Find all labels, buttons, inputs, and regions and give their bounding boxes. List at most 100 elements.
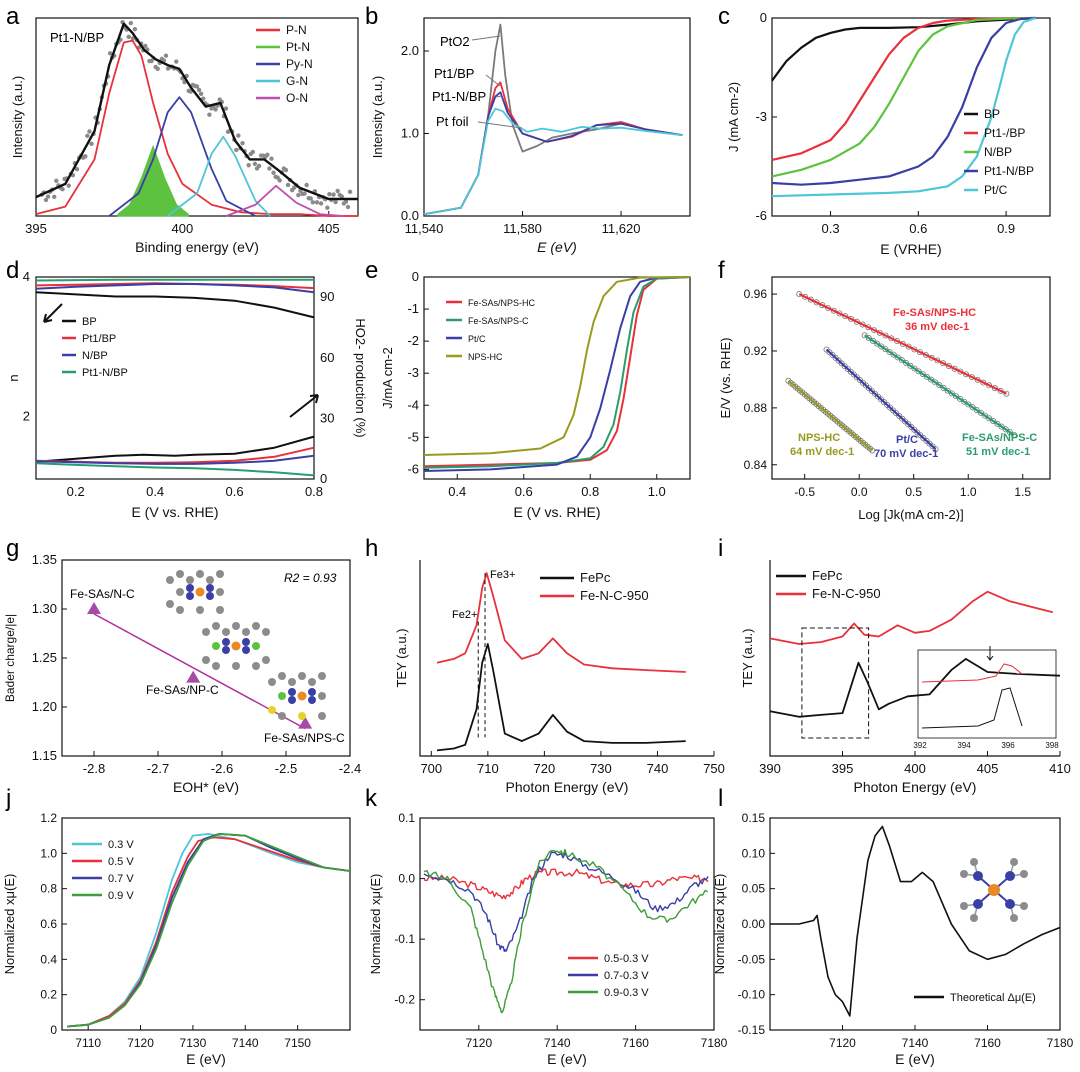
l-ytick-label: 0.10 bbox=[742, 846, 766, 860]
a-raw-point bbox=[128, 20, 134, 26]
panel-tag-j: j bbox=[5, 785, 11, 812]
d-arrow-left-axis bbox=[43, 303, 63, 323]
i-xtick-label: 410 bbox=[1049, 761, 1071, 776]
k-xtick-label: 7120 bbox=[465, 1036, 492, 1050]
g-ytick-label: 1.15 bbox=[32, 748, 57, 763]
d-y2tick-label: 90 bbox=[320, 289, 334, 304]
f-data-point bbox=[1002, 426, 1009, 433]
f-data-point bbox=[888, 335, 895, 342]
panel-tag-f: f bbox=[718, 257, 725, 284]
a-raw-point bbox=[143, 43, 148, 49]
panel-tag-b: b bbox=[365, 3, 378, 30]
h-series-fe-n-c-950 bbox=[436, 572, 686, 673]
f-data-point bbox=[894, 338, 901, 345]
a-series-g-n bbox=[167, 135, 271, 217]
g-structure-np-c bbox=[202, 622, 270, 670]
k-legend-label: 0.5-0.3 V bbox=[604, 953, 649, 965]
a-raw-point bbox=[87, 129, 92, 134]
c-legend-label: Pt/C bbox=[984, 183, 1008, 197]
a-raw-point bbox=[126, 34, 131, 40]
f-data-point bbox=[919, 371, 926, 377]
b-xtick-label: 11,620 bbox=[602, 221, 641, 236]
d-y2tick-label: 30 bbox=[320, 410, 334, 425]
f-xtick-label: 0.5 bbox=[905, 485, 922, 499]
a-raw-point bbox=[155, 66, 160, 72]
f-data-point bbox=[1006, 429, 1013, 436]
k-xtick-label: 7160 bbox=[622, 1036, 649, 1050]
f-data-point bbox=[848, 316, 854, 322]
l-ytick-label: 0.00 bbox=[742, 917, 766, 931]
a-raw-point bbox=[269, 156, 274, 161]
d-ho2-series-bp bbox=[35, 435, 315, 463]
j-xtick-label: 7120 bbox=[127, 1036, 154, 1050]
c-legend-label: Pt1-/BP bbox=[984, 126, 1025, 140]
d-n-series-n-bp bbox=[35, 283, 315, 294]
k-ytick-label: -0.2 bbox=[394, 993, 415, 1007]
g-xtick-label: -2.5 bbox=[275, 761, 297, 776]
i-inset-black-curve bbox=[921, 687, 1023, 729]
j-xtick-label: 7110 bbox=[75, 1036, 101, 1050]
e-series-nps-hc bbox=[423, 276, 691, 456]
a-raw-point bbox=[310, 200, 316, 205]
g-xtick-label: -2.7 bbox=[147, 761, 169, 776]
c-series-pt1-n-bp bbox=[771, 16, 1036, 186]
j-legend-label: 0.3 V bbox=[108, 839, 134, 851]
i-xtick-label: 395 bbox=[832, 761, 854, 776]
b-series-pt-foil bbox=[423, 107, 683, 216]
a-raw-point bbox=[234, 147, 239, 153]
d-ho2-series-pt1-n-bp bbox=[35, 462, 315, 477]
b-leader-pto2 bbox=[471, 35, 501, 41]
panel-tag-l: l bbox=[718, 785, 723, 812]
k-ytick-label: 0.1 bbox=[398, 811, 415, 825]
f-data-point bbox=[977, 409, 984, 416]
a-raw-point bbox=[283, 167, 289, 173]
c-series-pt1-bp bbox=[771, 16, 1036, 161]
a-raw-point bbox=[196, 87, 202, 93]
f-data-point bbox=[907, 362, 914, 369]
f-ytick-label: 0.96 bbox=[744, 287, 768, 301]
e-ylabel: J/mA cm-2 bbox=[380, 347, 395, 408]
j-ylabel: Normalized xμ(E) bbox=[2, 874, 17, 975]
a-raw-point bbox=[345, 204, 351, 210]
k-ytick-label: -0.1 bbox=[394, 932, 415, 946]
f-data-point bbox=[807, 296, 814, 303]
l-ylabel: Normalized xμ(E) bbox=[712, 874, 727, 975]
f-data-point bbox=[994, 420, 1001, 427]
d-arrow-right-axis bbox=[289, 394, 319, 418]
g-ytick-label: 1.20 bbox=[32, 699, 57, 714]
f-data-point bbox=[969, 404, 976, 411]
a-raw-point bbox=[194, 84, 200, 89]
i-series-fepc bbox=[769, 658, 1061, 718]
a-raw-point bbox=[335, 188, 340, 194]
a-raw-point bbox=[302, 191, 307, 196]
d-xtick-label: 0.2 bbox=[67, 484, 85, 499]
h-legend-label: Fe-N-C-950 bbox=[580, 588, 649, 603]
f-fit-pt-c bbox=[825, 348, 937, 450]
f-xtick-label: 1.0 bbox=[960, 485, 977, 499]
i-inset-xtick-label: 392 bbox=[913, 741, 927, 750]
i-series-fe-n-c-950 bbox=[769, 590, 1054, 645]
b-leader-pt1bp bbox=[485, 74, 501, 87]
g-data-point bbox=[298, 716, 313, 729]
f-data-point bbox=[878, 343, 885, 350]
k-series-0-7-0-3-v bbox=[423, 851, 709, 952]
h-xtick-label: 740 bbox=[647, 761, 669, 776]
g-ytick-label: 1.30 bbox=[32, 601, 57, 616]
j-ytick-label: 0.4 bbox=[40, 952, 57, 966]
b-frame bbox=[423, 17, 691, 217]
d-ylabel-right: HO2- production (%) bbox=[353, 318, 368, 437]
f-data-point bbox=[990, 418, 997, 425]
a-raw-point bbox=[54, 178, 59, 184]
d-legend-label: Pt1-N/BP bbox=[82, 367, 128, 379]
i-inset-arrow bbox=[986, 646, 994, 661]
a-raw-point bbox=[45, 194, 51, 199]
j-legend-label: 0.7 V bbox=[108, 873, 134, 885]
e-series-pt-c bbox=[423, 276, 691, 472]
g-data-point bbox=[87, 602, 101, 614]
f-data-point bbox=[874, 340, 881, 347]
i-inset-xtick-label: 394 bbox=[957, 741, 971, 750]
e-series-fe-sas-nps-c bbox=[423, 276, 691, 469]
l-series-theoretical bbox=[770, 825, 1061, 1017]
f-data-point bbox=[890, 351, 897, 358]
